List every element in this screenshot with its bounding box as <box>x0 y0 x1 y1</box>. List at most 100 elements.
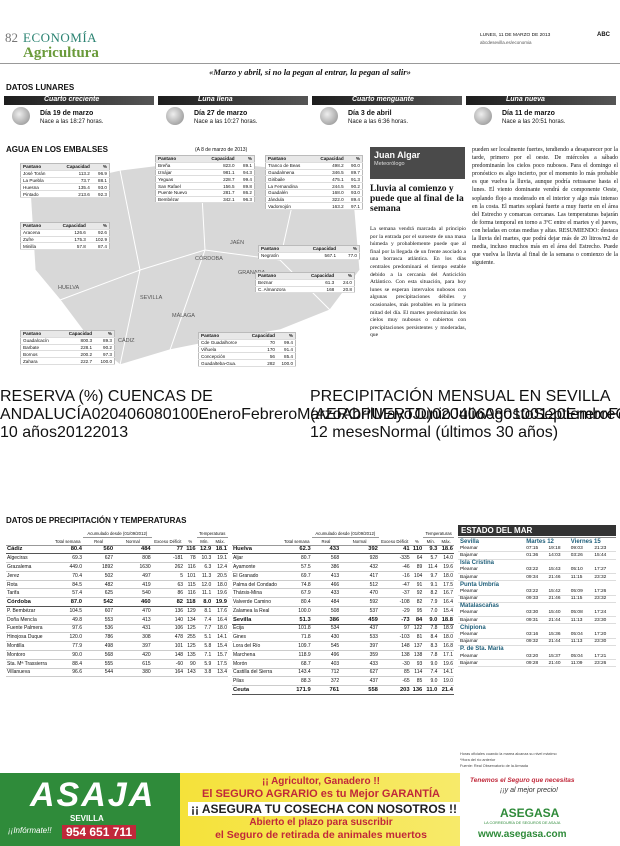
cell: 11.4 <box>423 562 439 572</box>
cell: 568 <box>311 553 341 564</box>
cell: 89.1 <box>236 162 255 170</box>
row: Grazalema 449.0 1892 1630 262 116 6.3 12.4 <box>6 562 228 572</box>
header-row: Pantano Capacidad% <box>265 155 363 163</box>
column-header: Exceso Déficit <box>151 530 185 546</box>
tide-time: 23:30 <box>592 616 616 625</box>
row: Aracena 126.6 92.6 <box>20 229 110 237</box>
cell: 19.6 <box>438 562 454 572</box>
tide-row: Pleamar 03:20 15:37 05:04 17:21 <box>458 653 616 661</box>
ad-brand: ASAJA <box>30 776 156 814</box>
cell: 8.1 <box>196 606 213 616</box>
cell: Marchena <box>232 650 282 660</box>
cell: Negratín <box>258 252 295 260</box>
cell: 87.0 <box>52 597 83 608</box>
tide-time: 23:26 <box>592 659 616 668</box>
cell: 20.8 <box>336 286 355 294</box>
article-col: pueden ser localmente fuertes, tendiendo… <box>472 147 618 267</box>
cell: 13.4 <box>212 668 228 678</box>
cell: 537 <box>340 606 379 616</box>
tide-time: 14:03 <box>546 551 569 560</box>
cell: 14.0 <box>438 553 454 564</box>
cell: 41 <box>378 545 411 555</box>
cell: 93.0 <box>345 189 363 197</box>
header-row: Pantano Capacidad% <box>255 272 355 280</box>
cell: 137 <box>410 641 424 651</box>
cell: La Fernandina <box>265 182 312 190</box>
cell: 126.6 <box>51 229 88 237</box>
cell: 135.4 <box>55 183 92 192</box>
reservoir-table: Pantano Capacidad% Negratín 567.1 77.0 <box>258 245 360 260</box>
row: Tarifa 57.4 625 540 86 116 11.1 19.6 <box>6 588 228 599</box>
y-tick-label: 80 <box>494 406 513 423</box>
headline: Lluvia al comienzo y puede que al final … <box>370 184 464 214</box>
cell: 7.4 <box>423 668 439 678</box>
precip-table: Total semana Acumulado desde (01/09/2012)… <box>6 530 228 678</box>
cell: 63 <box>151 580 185 590</box>
cell: Montoro <box>6 650 53 660</box>
tide-label: Pleamar <box>458 566 525 574</box>
article-col: La semana vendrá marcada al principio po… <box>370 226 466 339</box>
reservoir-table: Pantano Capacidad% Aracena 126.6 92.6 Zufre 17… <box>20 222 110 251</box>
cell: 138 <box>410 650 424 660</box>
cell: Zalamea la Real <box>232 606 282 616</box>
cell: 125 <box>184 641 197 651</box>
cell: 104 <box>410 571 424 581</box>
port-name: P. de Sta. María <box>458 644 525 653</box>
cell: 9.7 <box>423 571 439 581</box>
cell: 433 <box>311 545 341 555</box>
y-tick-label: 80 <box>153 406 172 423</box>
cell: 712 <box>311 668 341 678</box>
phase-bar <box>158 96 308 105</box>
cell: 419 <box>114 580 152 590</box>
ad-slogan: Tenemos el Seguro que necesitas <box>470 777 575 784</box>
column-header: % <box>184 530 197 546</box>
cell: 9.3 <box>423 545 439 555</box>
cell: 7.1 <box>196 650 213 660</box>
corner <box>6 530 53 546</box>
moon-title: DATOS LUNARES <box>6 83 75 92</box>
x-tick-label: Octubre <box>616 406 620 423</box>
cell: 497 <box>114 571 152 581</box>
phase-date: Día 19 de marzo <box>40 110 94 117</box>
cell: 135 <box>184 650 197 660</box>
tide-time: 05:09 <box>568 588 593 596</box>
cell: 18.6 <box>438 545 454 555</box>
day-header: Martes 12 <box>524 537 569 546</box>
phase-date: Día 27 de marzo <box>194 110 248 117</box>
cell: 90.0 <box>52 650 83 660</box>
row: Hinojosa Duque 120.0 786 308 478 255 5.1 14.1 <box>6 632 228 643</box>
row: Guadalcacín 800.3 89.3 <box>20 337 115 345</box>
legend-label: 2012 <box>56 424 93 441</box>
column-header: % <box>87 222 110 230</box>
column-header: % <box>91 163 110 171</box>
cell: 99.4 <box>236 175 255 184</box>
cell: Lora del Río <box>232 641 282 651</box>
tide-label: Bajamar <box>458 551 525 560</box>
tide-time: 15:43 <box>546 566 569 574</box>
row: Sta. Mª Trassierra 88.4 555 615 -60 90 5.9 17.5 <box>6 659 228 669</box>
column-header: Temperaturas <box>423 530 454 538</box>
row: Montilla 77.9 498 397 101 125 5.8 15.4 <box>6 641 228 651</box>
sea-note: Fuente: Real Observatorio de la Armada <box>460 764 528 768</box>
tide-time: 23:32 <box>592 573 616 582</box>
row: El Granado 69.7 413 417 -16 104 9.7 18.0 <box>232 571 454 581</box>
y-tick-label: 20 <box>100 406 119 423</box>
port-row: Chipiona <box>458 623 616 632</box>
cell: 101 <box>184 571 197 581</box>
cell: 8.3 <box>423 641 439 651</box>
cell: 57.4 <box>52 588 83 599</box>
column-header: Acumulado desde (01/09/2012) <box>311 530 379 538</box>
row: San Rafael 156.5 89.8 <box>155 182 255 190</box>
cell: 116 <box>184 562 197 572</box>
cell: 93.0 <box>91 183 110 192</box>
cell: 11.3 <box>196 571 213 581</box>
row: Thársis-Mina 67.9 433 470 -37 92 8.2 16.7 <box>232 588 454 599</box>
row: Gines 71.8 430 533 -103 81 8.4 18.0 <box>232 632 454 643</box>
row: Fuente Palmera 97.6 536 431 106 125 7.7 18.0 <box>6 624 228 634</box>
row: Écija 101.8 534 437 97 122 7.8 18.9 <box>232 624 454 634</box>
tide-time: 19:18 <box>546 545 569 553</box>
port-row: Sevilla Martes 12 Viernes 15 <box>458 537 616 546</box>
cell: Jerez <box>6 571 53 581</box>
row: Vadomojón 163.2 97.1 <box>265 202 363 211</box>
cell: 322.0 <box>311 196 346 204</box>
